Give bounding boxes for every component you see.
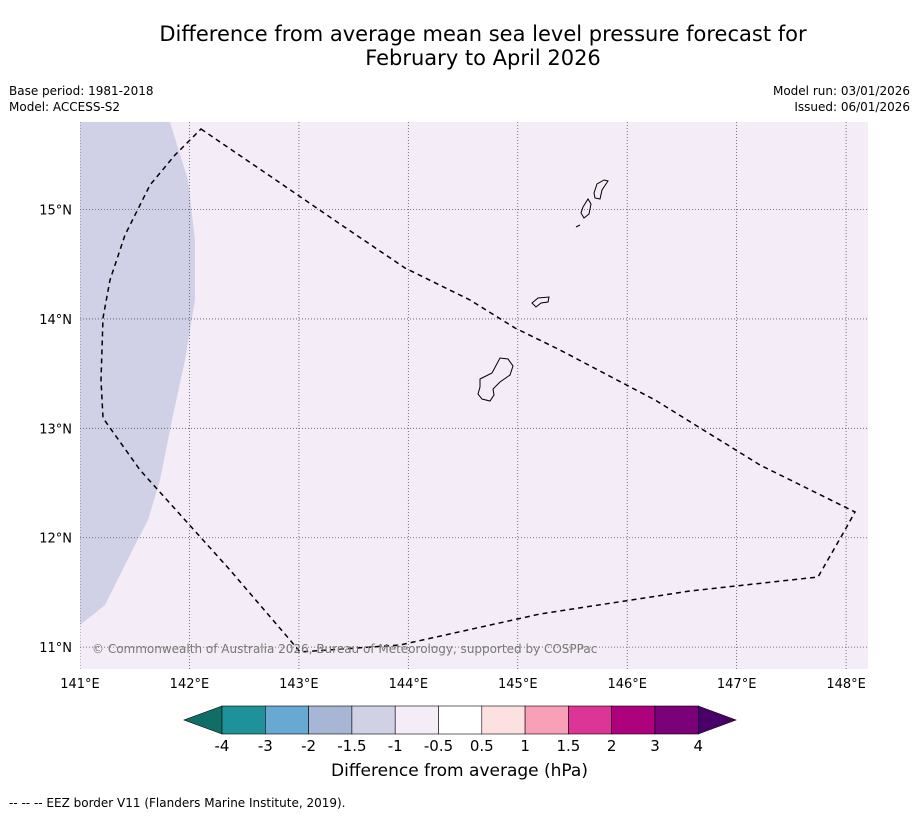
- copyright-notice: © Commonwealth of Australia 2026, Bureau…: [92, 642, 597, 656]
- colorbar-tick-label: -1.5: [337, 737, 366, 755]
- lon-tick-label: 147°E: [717, 677, 757, 692]
- lat-tick-label: 12°N: [39, 532, 72, 547]
- colorbar-tick-label: 1.5: [556, 737, 580, 755]
- issued-date: Issued: 06/01/2026: [794, 100, 910, 114]
- lat-tick-label: 13°N: [39, 422, 72, 437]
- lon-tick-label: 145°E: [498, 677, 538, 692]
- axis-tick-labels: 141°E 142°E 143°E 144°E 145°E 146°E 147°E 148°E…: [39, 204, 866, 692]
- colorbar-segment: [438, 705, 483, 735]
- lat-tick-label: 11°N: [39, 641, 72, 656]
- meta-left: Base period: 1981-2018 Model: ACCESS-S2: [9, 83, 154, 115]
- colorbar-tick-label: -0.5: [424, 737, 453, 755]
- lat-tick-label: 14°N: [39, 313, 72, 328]
- colorbar-segment: [264, 705, 309, 735]
- title-line-1: Difference from average mean sea level p…: [159, 22, 807, 46]
- lon-tick-label: 144°E: [389, 677, 429, 692]
- colorbar-tick-label: -4: [215, 737, 230, 755]
- base-period: Base period: 1981-2018: [9, 84, 154, 98]
- model-run: Model run: 03/01/2026: [772, 84, 910, 98]
- island-aguijan: [575, 224, 581, 228]
- lon-tick-label: 143°E: [279, 677, 319, 692]
- colorbar-tick-label: 2: [607, 737, 617, 755]
- colorbar-segment: [654, 705, 699, 735]
- island-saipan: [593, 179, 609, 200]
- colorbar-tick-label: 4: [694, 737, 704, 755]
- lon-tick-label: 141°E: [60, 677, 100, 692]
- pressure-field-background: [80, 122, 868, 669]
- colorbar-tick-label: 1: [520, 737, 530, 755]
- colorbar-segment: [524, 705, 569, 735]
- island-tinian: [580, 198, 592, 219]
- meta-right: Model run: 03/01/2026 Issued: 06/01/2026: [773, 83, 910, 115]
- colorbar-tick-label: -3: [258, 737, 273, 755]
- map-title: Difference from average mean sea level p…: [0, 22, 919, 70]
- colorbar-extend-low: [183, 705, 223, 735]
- colorbar-tick-label: 0.5: [470, 737, 494, 755]
- model-name: Model: ACCESS-S2: [9, 100, 121, 114]
- colorbar-tick-label: -1: [388, 737, 403, 755]
- pressure-field-west-region: [80, 122, 195, 625]
- colorbar: -4 -3 -2 -1.5 -1 -0.5 0.5 1 1.5 2 3 4: [183, 705, 737, 755]
- colorbar-segment: [481, 705, 526, 735]
- colorbar-tick-label: -2: [301, 737, 316, 755]
- colorbar-label: Difference from average (hPa): [331, 761, 588, 781]
- eez-border: [100, 128, 857, 653]
- eez-legend: -- -- -- EEZ border V11 (Flanders Marine…: [9, 796, 346, 810]
- lon-tick-label: 146°E: [607, 677, 647, 692]
- island-guam: [477, 357, 514, 402]
- colorbar-segment: [611, 705, 656, 735]
- lon-tick-label: 148°E: [826, 677, 866, 692]
- colorbar-segment: [394, 705, 439, 735]
- colorbar-extend-high: [697, 705, 737, 735]
- colorbar-segment: [351, 705, 396, 735]
- lon-tick-label: 142°E: [170, 677, 210, 692]
- title-line-2: February to April 2026: [365, 46, 601, 70]
- colorbar-segment: [568, 705, 613, 735]
- colorbar-segment: [221, 705, 266, 735]
- colorbar-tick-label: 3: [650, 737, 660, 755]
- graticule: [80, 122, 868, 669]
- island-rota: [531, 296, 550, 308]
- lat-tick-label: 15°N: [39, 204, 72, 219]
- colorbar-segment: [308, 705, 353, 735]
